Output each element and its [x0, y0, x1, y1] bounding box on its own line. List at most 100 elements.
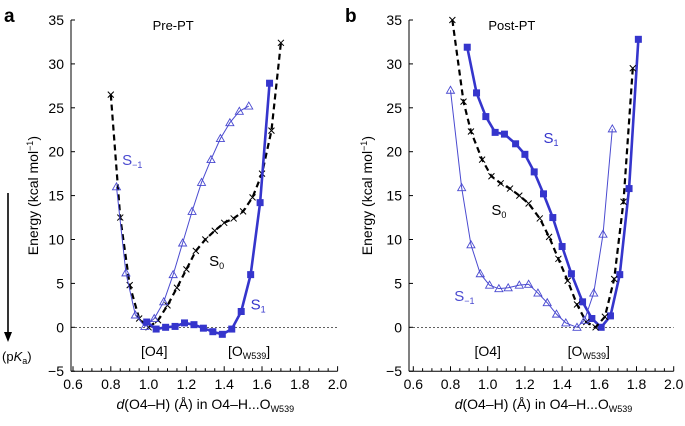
data-point-square: [491, 128, 499, 136]
data-point-square: [181, 319, 189, 327]
data-point-triangle: [225, 117, 235, 127]
data-point-triangle: [466, 239, 476, 249]
x-tick-label: 0.6: [404, 376, 424, 392]
data-point-x: [555, 255, 562, 263]
y-tick-label: 5: [56, 275, 64, 291]
x-axis-label: d(O4–H) (Å) in O4–H...OW539: [117, 396, 295, 414]
series-line-s1: [465, 39, 640, 330]
x-tick-label: 1.2: [177, 376, 197, 392]
data-point-square: [530, 168, 538, 176]
data-point-triangle: [196, 177, 207, 186]
data-point-triangle: [177, 238, 188, 247]
data-point-square: [512, 140, 520, 148]
panel-letter: a: [4, 6, 15, 27]
x-tick-label: 1.4: [214, 376, 234, 392]
data-point-x: [268, 127, 275, 134]
data-point-square: [500, 130, 508, 138]
data-point-triangle: [445, 85, 456, 94]
data-point-triangle: [187, 206, 197, 215]
series-label-sm1: S−1: [122, 152, 142, 170]
data-point-square: [247, 271, 255, 279]
data-point-triangle: [598, 229, 608, 238]
data-point-triangle: [206, 154, 216, 164]
y-tick-label: 5: [394, 275, 402, 291]
data-point-triangle: [503, 282, 513, 292]
data-point-x: [497, 179, 505, 187]
data-point-square: [228, 325, 236, 333]
data-point-x: [620, 198, 627, 206]
data-point-triangle: [140, 321, 150, 330]
annotation-o4: [O4]: [474, 343, 500, 359]
data-point-x: [610, 275, 618, 283]
data-point-square: [190, 321, 198, 329]
data-point-x: [467, 128, 475, 135]
series-line-sm1: [450, 90, 613, 328]
data-point-triangle: [561, 318, 571, 327]
data-point-square: [218, 330, 226, 338]
series-label-s0: S0: [491, 202, 506, 220]
x-tick-label: 0.6: [63, 376, 83, 392]
annotation-o4: [O4]: [141, 343, 167, 359]
data-point-x: [515, 192, 523, 199]
series-label-s1: S1: [544, 130, 559, 148]
data-point-square: [549, 214, 557, 222]
data-point-x: [601, 313, 609, 321]
y-tick-label: 30: [48, 56, 64, 72]
data-point-square: [256, 199, 264, 207]
data-point-square: [597, 323, 605, 331]
data-point-x: [173, 284, 181, 292]
y-tick-label: 35: [48, 12, 64, 28]
plot-area: [445, 16, 642, 331]
x-axis-label: d(O4–H) (Å) in O4–H...OW539: [455, 396, 633, 414]
data-point-x: [201, 236, 209, 243]
data-point-square: [237, 307, 245, 315]
series-line-sm1: [115, 105, 250, 328]
data-point-square: [143, 318, 151, 326]
data-point-triangle: [484, 280, 495, 289]
data-point-x: [126, 281, 134, 289]
x-tick-label: 1.0: [478, 376, 498, 392]
y-tick-label: 15: [386, 188, 402, 204]
y-tick-label: 10: [386, 232, 402, 248]
x-tick-label: 1.6: [252, 376, 272, 392]
data-point-square: [588, 315, 596, 323]
data-point-square: [266, 79, 274, 87]
data-point-square: [616, 271, 624, 279]
data-point-triangle: [542, 297, 552, 307]
series-label-sm1: S−1: [454, 288, 474, 306]
panel-a: a −5 0 5 10 15 20 25 30 35 0.6 0.8 1.0 1.2 1.4 1.6 1.8 2.…: [4, 6, 348, 414]
data-point-x: [211, 227, 219, 235]
y-tick-label: 0: [394, 319, 402, 335]
y-tick-label: −5: [48, 363, 64, 379]
data-point-x: [183, 265, 190, 273]
data-point-square: [209, 328, 217, 336]
data-point-triangle: [533, 288, 543, 297]
x-tick-label: 1.6: [590, 376, 610, 392]
data-point-triangle: [215, 133, 226, 142]
data-point-square: [567, 270, 575, 278]
data-point-square: [634, 35, 642, 43]
y-tick-label: 35: [386, 12, 402, 28]
data-point-square: [152, 325, 160, 333]
series-line-s0: [109, 42, 282, 329]
series-label-s0: S0: [209, 253, 224, 271]
data-point-triangle: [475, 268, 486, 278]
data-point-triangle: [168, 269, 178, 279]
data-point-triangle: [523, 279, 534, 288]
pka-arrow: [4, 193, 12, 342]
x-tick-label: 1.4: [552, 376, 572, 392]
panel-title: Post-PT: [488, 18, 535, 33]
panel-b: b −5 0 5 10 15 20 25 30 35 0.6 0.8 1.0 1.2 1.4 1.6 1.8 2.…: [345, 6, 684, 414]
data-point-x: [249, 194, 256, 201]
panel-letter: b: [345, 6, 357, 27]
data-point-square: [463, 43, 471, 51]
data-point-x: [573, 301, 581, 308]
x-tick-label: 1.0: [139, 376, 159, 392]
x-tick-label: 0.8: [101, 376, 121, 392]
data-point-square: [540, 190, 547, 198]
data-point-square: [521, 150, 529, 158]
data-point-x: [592, 323, 599, 331]
y-axis-label: Energy (kcal mol−1): [25, 136, 41, 255]
data-point-x: [239, 208, 247, 215]
data-point-x: [107, 91, 115, 98]
